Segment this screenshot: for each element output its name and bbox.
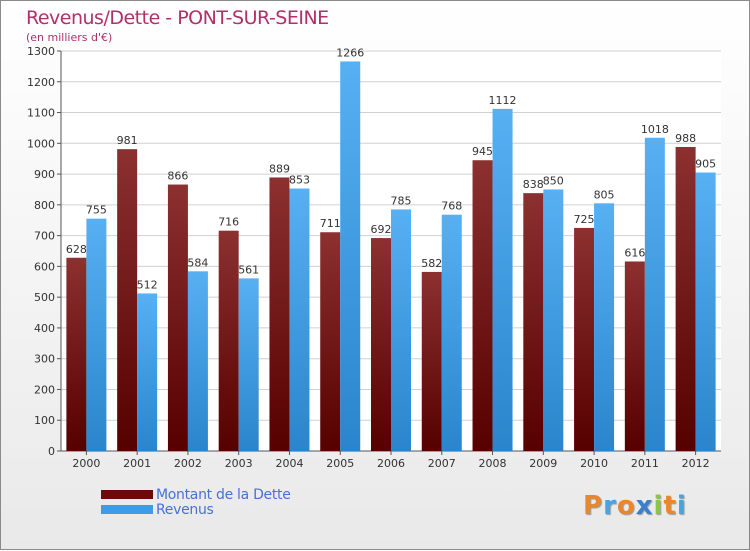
bar-revenue	[644, 137, 665, 451]
x-tick-label: 2007	[428, 457, 456, 470]
y-tick-label: 900	[34, 168, 55, 181]
bar-debt	[218, 230, 239, 451]
bar-revenue	[492, 108, 513, 451]
bar-revenue	[543, 189, 564, 451]
bar-revenue	[391, 209, 411, 451]
bar-debt	[66, 257, 87, 451]
bar-debt	[574, 227, 595, 451]
x-tick-label: 2000	[72, 457, 100, 470]
y-tick-label: 800	[34, 199, 55, 212]
y-tick-label: 400	[34, 322, 55, 335]
x-tick-label: 2010	[580, 457, 608, 470]
data-label-revenue: 1112	[489, 94, 517, 107]
proxiti-logo: Proxiti	[583, 491, 687, 521]
data-label-debt: 725	[574, 213, 595, 226]
bar-debt	[624, 261, 645, 451]
data-label-revenue: 512	[137, 278, 158, 291]
data-label-revenue: 905	[695, 158, 716, 171]
y-tick-label: 500	[34, 291, 55, 304]
legend-label-debt: Montant de la Dette	[156, 486, 291, 503]
data-label-revenue: 768	[441, 200, 462, 213]
legend: Montant de la Dette Revenus	[101, 486, 291, 518]
bar-debt	[675, 147, 696, 451]
x-tick-label: 2008	[479, 457, 507, 470]
x-tick-label: 2001	[123, 457, 151, 470]
data-label-debt: 716	[218, 216, 239, 229]
y-tick-label: 1100	[27, 107, 55, 120]
data-label-debt: 692	[371, 223, 392, 236]
data-label-debt: 981	[117, 134, 138, 147]
legend-item-debt: Montant de la Dette	[101, 486, 291, 503]
bar-revenue	[187, 271, 208, 451]
bar-debt	[472, 160, 493, 451]
bar-revenue	[594, 203, 615, 451]
bar-revenue	[238, 278, 259, 451]
data-label-revenue: 755	[86, 204, 107, 217]
chart-subtitle: (en milliers d'€)	[26, 31, 113, 44]
y-tick-label: 100	[34, 414, 55, 427]
bar-revenue	[695, 172, 716, 452]
y-tick-label: 300	[34, 353, 55, 366]
legend-item-revenue: Revenus	[101, 501, 291, 518]
y-tick-label: 600	[34, 260, 55, 273]
y-tick-label: 1200	[27, 76, 55, 89]
bar-revenue	[441, 214, 462, 451]
data-label-revenue: 1266	[336, 46, 364, 59]
x-tick-label: 2009	[529, 457, 557, 470]
bar-debt	[523, 193, 544, 451]
bar-debt	[117, 149, 138, 451]
data-label-debt: 616	[624, 246, 645, 259]
bar-revenue	[340, 61, 361, 451]
x-tick-label: 2012	[682, 457, 710, 470]
y-tick-label: 0	[48, 445, 55, 458]
x-tick-label: 2011	[631, 457, 659, 470]
data-label-revenue: 853	[289, 174, 310, 187]
legend-swatch-debt	[101, 490, 153, 499]
data-label-debt: 711	[320, 217, 341, 230]
data-label-revenue: 805	[594, 188, 615, 201]
x-tick-label: 2004	[275, 457, 303, 470]
x-tick-label: 2002	[174, 457, 202, 470]
data-label-revenue: 584	[187, 256, 208, 269]
data-label-debt: 889	[269, 162, 290, 175]
x-tick-label: 2003	[225, 457, 253, 470]
bar-revenue	[137, 293, 158, 451]
data-label-debt: 838	[523, 178, 544, 191]
data-label-revenue: 850	[543, 174, 564, 187]
data-label-revenue: 1018	[641, 123, 669, 136]
data-label-debt: 988	[675, 132, 696, 145]
data-label-revenue: 785	[391, 194, 412, 207]
data-label-debt: 628	[66, 243, 87, 256]
x-tick-label: 2005	[326, 457, 354, 470]
y-tick-label: 1000	[27, 137, 55, 150]
y-tick-label: 200	[34, 383, 55, 396]
data-label-revenue: 561	[238, 263, 259, 276]
data-label-debt: 582	[421, 257, 442, 270]
bar-debt	[320, 232, 341, 451]
bar-debt	[167, 184, 188, 452]
chart-title: Revenus/Dette - PONT-SUR-SEINE	[26, 7, 329, 29]
bar-debt	[269, 177, 290, 451]
legend-label-revenue: Revenus	[156, 501, 214, 518]
bar-debt	[371, 238, 391, 451]
y-tick-label: 700	[34, 230, 55, 243]
legend-swatch-revenue	[101, 505, 153, 514]
x-tick-label: 2006	[377, 457, 405, 470]
y-tick-label: 1300	[27, 45, 55, 58]
data-label-debt: 945	[472, 145, 493, 158]
data-label-debt: 866	[167, 170, 188, 183]
bar-revenue	[86, 218, 107, 451]
bar-debt	[421, 271, 442, 451]
bar-revenue	[289, 188, 310, 452]
